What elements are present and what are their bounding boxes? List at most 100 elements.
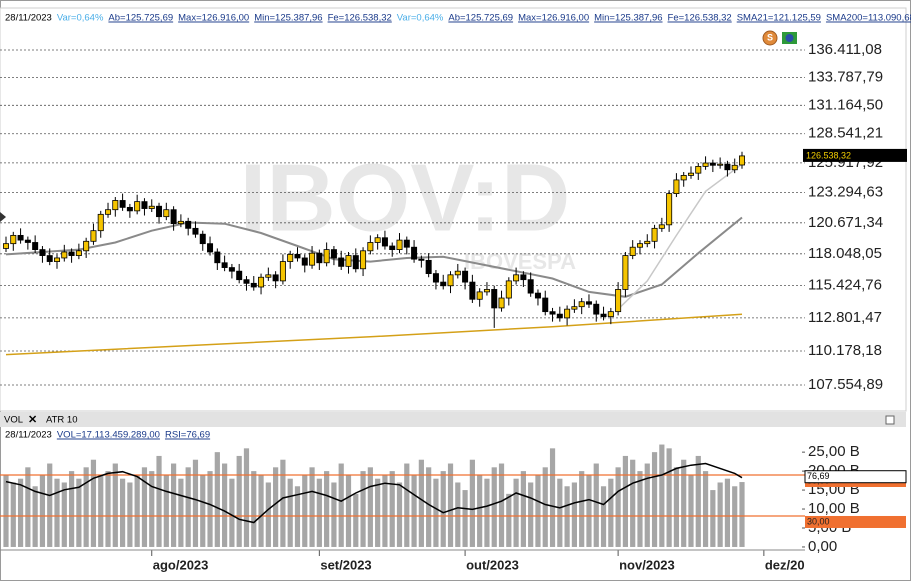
volume-bar (666, 448, 672, 547)
candle-body (651, 227, 658, 242)
volume-bar (17, 478, 24, 547)
candle-body (505, 280, 512, 299)
y-tick-label: 128.541,21 (808, 125, 883, 142)
candle-body (498, 297, 505, 309)
info-item: Max=126.916,00 (178, 13, 249, 24)
volume-bar (119, 478, 126, 547)
candle-body (483, 289, 490, 293)
volume-bar (673, 467, 680, 547)
watermark: IBOVESPA (464, 249, 576, 274)
candle-body (636, 243, 643, 248)
candle-body (105, 209, 112, 215)
maximize-icon[interactable] (885, 415, 895, 425)
volume-bar (280, 459, 286, 547)
info-item: SMA200=113.090,68 (826, 13, 911, 24)
tab[interactable]: ATR 10 (46, 415, 78, 426)
volume-bar (287, 478, 293, 547)
candle-body (301, 257, 308, 266)
info-item: 28/11/2023 (5, 13, 52, 24)
candle-body (658, 224, 665, 229)
volume-bar (630, 459, 636, 547)
volume-bar (68, 471, 75, 547)
volume-bar (141, 467, 148, 547)
info-item: VOL=17.113.459.289,00 (57, 430, 160, 441)
volume-bar (207, 471, 213, 547)
volume-bar (615, 467, 621, 547)
volume-bar (396, 482, 403, 547)
volume-bar (265, 482, 271, 547)
volume-bar (644, 463, 650, 547)
close-icon[interactable]: ✕ (28, 414, 37, 426)
y-tick-label: 107.554,89 (808, 376, 883, 393)
candle-body (381, 237, 388, 247)
volume-bar (571, 482, 577, 547)
candle-body (265, 274, 272, 278)
candle-body (440, 281, 447, 287)
volume-bar (579, 471, 585, 547)
y-tick-label: 10,00 B (808, 500, 860, 517)
icon-s[interactable] (762, 30, 778, 46)
volume-bar (447, 463, 454, 547)
volume-bar (105, 471, 111, 547)
candle-body (119, 200, 126, 208)
volume-bar (440, 471, 446, 547)
y-tick-label: 120.671,34 (808, 214, 883, 231)
volume-bar (513, 478, 519, 547)
candle-body (564, 308, 571, 319)
volume-bar (331, 482, 337, 547)
tab[interactable]: VOL (4, 415, 23, 426)
ref-label: 30,00 (807, 516, 830, 526)
volume-bar (608, 478, 614, 547)
volume-bar (163, 474, 169, 547)
volume-bar (455, 482, 461, 547)
volume-bar (229, 478, 235, 547)
volume-bar (273, 467, 279, 547)
candle-body (68, 251, 75, 256)
x-tick-label: ago/2023 (153, 557, 209, 572)
volume-bar (681, 459, 687, 547)
info-item: SMA21=121.125,59 (737, 13, 821, 24)
volume-bar (222, 463, 228, 547)
moving-average (5, 313, 743, 356)
volume-bar (695, 455, 701, 547)
candle-body (221, 262, 228, 268)
candle-body (367, 242, 374, 252)
volume-bar (375, 478, 381, 547)
candle-body (520, 274, 527, 281)
candle-body (228, 267, 235, 272)
volume-bar (593, 463, 599, 547)
info-item: RSI=76,69 (165, 430, 210, 441)
candle-body (294, 253, 301, 259)
candle-body (629, 246, 636, 256)
candle-body (527, 279, 534, 294)
candle-body (666, 193, 673, 226)
candle-body (250, 282, 257, 288)
icon-s-letter[interactable]: S (767, 32, 773, 42)
volume-bar (149, 471, 155, 547)
volume-bar (360, 471, 366, 547)
volume-bar (76, 478, 82, 547)
candle-body (717, 163, 724, 166)
candle-body (330, 249, 337, 259)
candle-body (615, 289, 622, 313)
candle-body (177, 220, 184, 225)
volume-bar (688, 474, 694, 547)
volume-bar (542, 467, 548, 547)
y-tick-label: 133.787,79 (808, 68, 883, 85)
candle-body (418, 258, 425, 261)
x-tick-label: set/2023 (320, 557, 371, 572)
rsi-label-box (804, 470, 907, 484)
info-item: Fe=126.538,32 (668, 13, 732, 24)
candle-body (644, 240, 651, 245)
candle-body (32, 242, 39, 251)
candle-body (207, 243, 214, 253)
left-marker (0, 212, 6, 222)
rsi-line (5, 462, 743, 524)
candle-body (411, 246, 418, 260)
volume-bar (178, 478, 184, 547)
info-item: Min=125.387,96 (254, 13, 322, 24)
candle-body (702, 162, 709, 167)
candle-body (156, 205, 163, 218)
watermark: IBOV:D (240, 144, 571, 251)
volume-bar (557, 478, 563, 547)
